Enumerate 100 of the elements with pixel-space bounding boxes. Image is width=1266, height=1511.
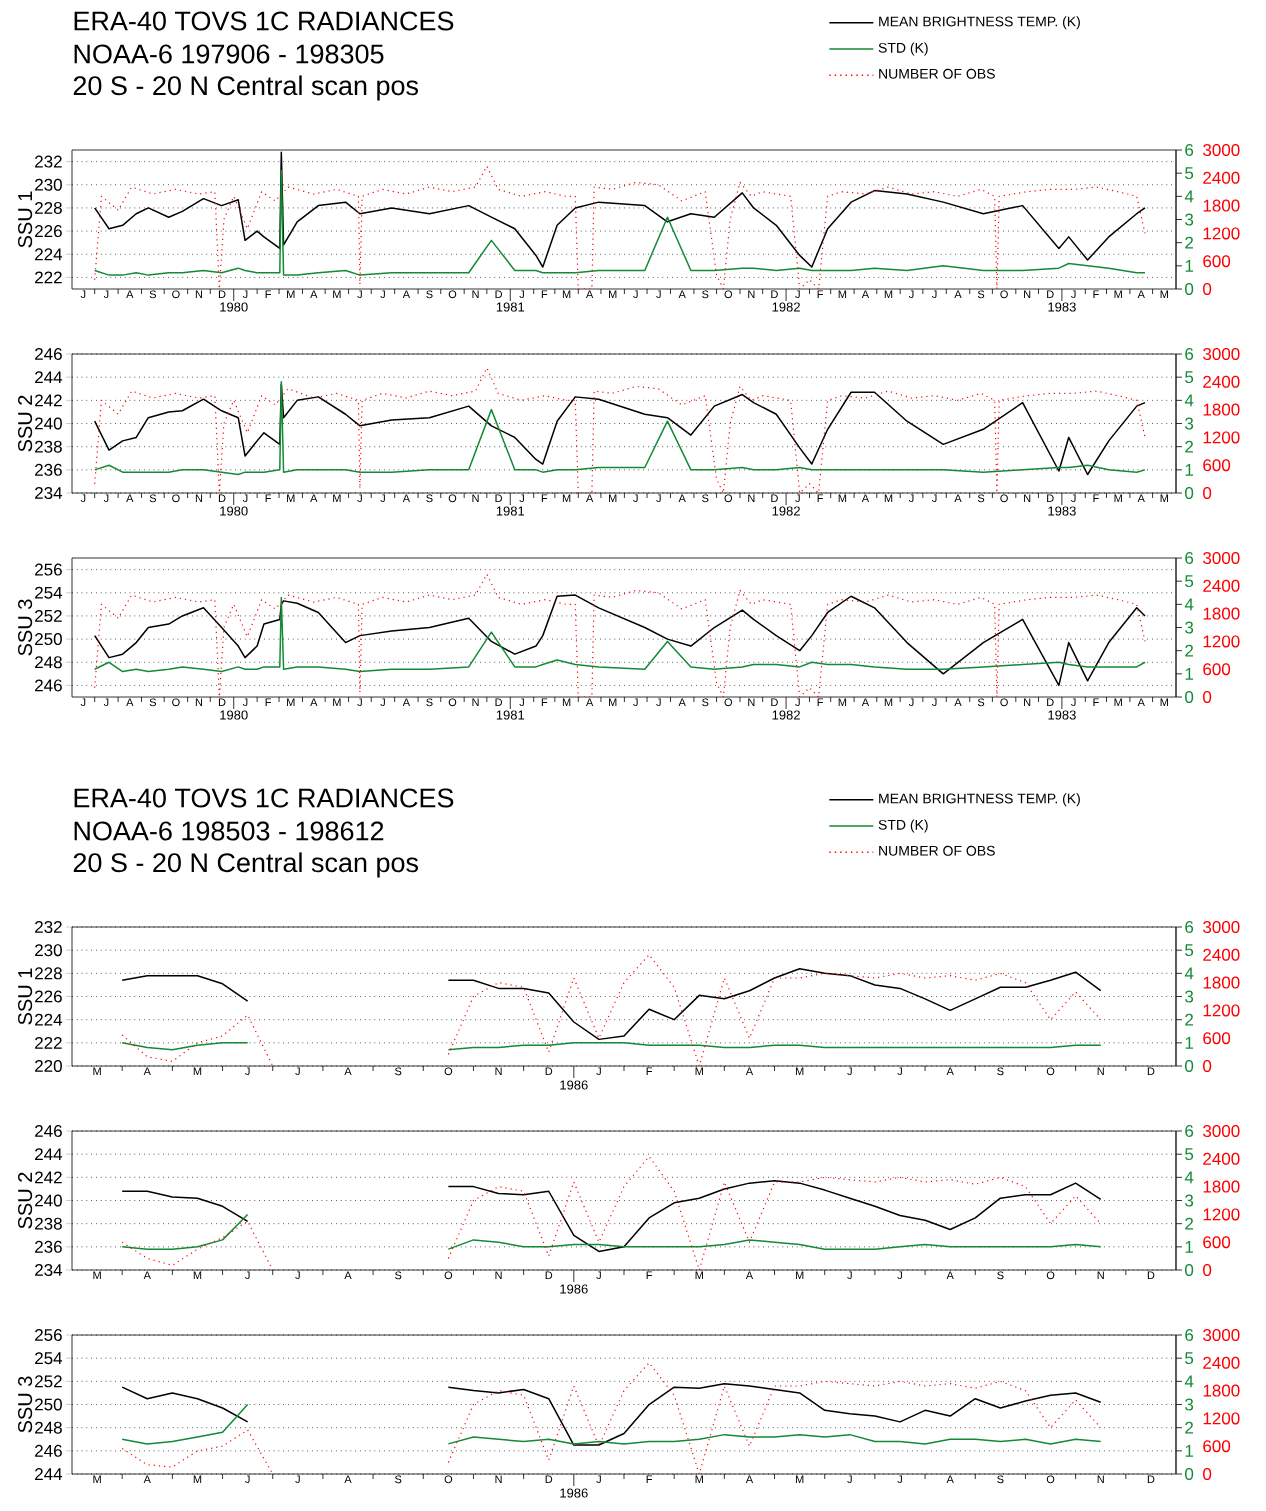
x-tick-label: F [646,1067,652,1075]
text: M [884,494,893,502]
text: F [817,698,824,706]
text: N [1024,290,1031,298]
x-tick-label: 1980 [220,302,248,312]
y3-tick-label: 0 [1203,487,1212,500]
text: J [242,290,248,299]
y-tick-label: 248 [35,1421,62,1434]
y-tick-label: 240 [35,1194,62,1207]
y-tick-label: 252 [35,609,62,622]
y-tick-label: 226 [35,225,62,238]
text: A [1137,698,1145,706]
y3-tick-label: 3000 [1203,552,1240,565]
y3-tick-label: 1800 [1203,199,1240,212]
y2-tick-label: 1 [1185,1037,1194,1049]
y2-tick-label: 2 [1185,236,1193,249]
x-tick-label: J [245,1475,250,1484]
text: A [861,494,870,502]
x-tick-label: M [193,1067,202,1075]
text: F [541,698,548,706]
text: J [357,494,362,503]
text: O [448,290,457,299]
x-tick-label: 1981 [496,506,525,516]
y-axis-title: SSU 3 [18,599,33,656]
y2-tick-label: 0 [1185,487,1194,500]
x-tick-label: A [344,1067,352,1075]
x-tick-label: 1982 [772,710,800,720]
y-tick-label: 224 [35,1013,63,1026]
chart-subtitle: NOAA-6 198503 - 198612 [74,821,384,841]
y-axis-title: SSU 1 [18,968,33,1025]
text: O [448,698,457,707]
x-tick-label: M [93,1475,101,1483]
text: F [265,290,271,298]
text: A [585,494,594,502]
x-tick-label: N [1097,1475,1104,1483]
y2-tick-label: 4 [1184,1171,1194,1184]
y-tick-label: 220 [35,1060,62,1073]
text: D [771,290,778,298]
text: M [609,698,617,706]
text: J [80,290,86,299]
x-tick-label: D [1147,1475,1155,1483]
text: D [495,290,503,298]
y2-tick-label: 6 [1185,144,1194,157]
y3-tick-label: 1800 [1203,403,1240,416]
y2-tick-label: 5 [1185,575,1194,588]
text: M [838,290,847,298]
y2-tick-label: 6 [1185,921,1194,934]
x-tick-label: 1982 [772,506,800,516]
text: S [702,698,709,707]
text: J [931,698,937,707]
text: F [1093,698,1099,706]
y3-tick-label: 1200 [1203,1412,1240,1425]
y-tick-label: 236 [35,1240,62,1253]
y3-tick-label: 600 [1203,1440,1231,1453]
y3-tick-label: 3000 [1203,144,1240,157]
x-tick-label: J [897,1475,902,1484]
y3-tick-label: 0 [1203,691,1212,704]
text: N [472,290,479,298]
y2-tick-label: 6 [1185,1125,1194,1138]
y3-tick-label: 3000 [1203,348,1240,361]
y2-tick-label: 2 [1185,644,1193,657]
text: F [1093,494,1099,502]
x-tick-label: O [444,1475,453,1484]
text: A [954,290,962,298]
y2-tick-label: 3 [1185,213,1194,226]
y-tick-label: 252 [35,1375,62,1388]
y3-tick-label: 1800 [1203,976,1240,989]
x-tick-label: D [545,1067,553,1075]
text: M [1160,698,1168,706]
text: A [126,698,134,706]
text: M [333,290,341,298]
x-tick-label: O [444,1271,453,1280]
text: A [861,290,870,298]
y2-tick-label: 3 [1185,1194,1194,1207]
text: D [218,494,226,502]
text: A [954,494,962,502]
text: S [149,698,157,707]
y-tick-label: 254 [35,586,63,599]
y-tick-label: 250 [35,633,62,646]
x-tick-label: M [795,1067,804,1075]
text: S [426,698,433,707]
x-tick-label: 1986 [560,1080,588,1090]
y-tick-label: 222 [35,271,62,284]
text: F [817,290,824,298]
y-tick-label: 238 [35,440,62,453]
text: F [817,494,824,502]
x-tick-label: J [596,1271,601,1280]
x-tick-label: M [193,1475,202,1483]
text: S [702,290,709,299]
x-tick-label: 1981 [496,302,525,312]
y-tick-label: 230 [35,178,62,191]
x-tick-label: 1980 [220,506,248,516]
text: F [265,494,271,502]
y-tick-label: 226 [35,990,62,1003]
text: O [724,290,733,299]
x-tick-label: J [596,1475,601,1484]
x-tick-label: M [193,1271,202,1279]
y2-tick-label: 6 [1185,552,1194,565]
text: M [287,290,295,298]
y-axis-title: SSU 2 [18,395,33,452]
